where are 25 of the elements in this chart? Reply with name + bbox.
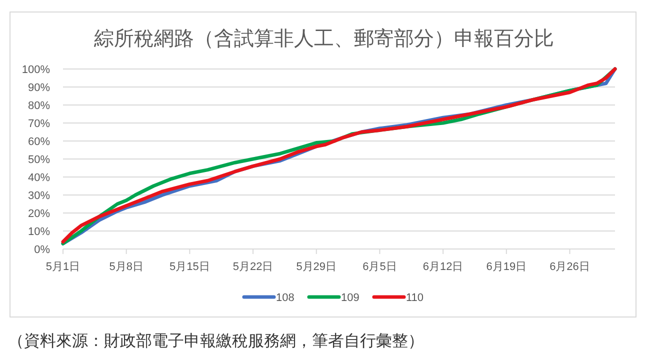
legend-label: 109 <box>341 292 360 304</box>
text: （資料來源：財政部電子申報繳稅服務網，筆者自行彙整） <box>8 332 424 350</box>
y-tick-label: 70% <box>28 118 50 130</box>
x-tick-label: 5月29日 <box>296 261 337 273</box>
chart-title: 綜所稅網路（含試算非人工、郵寄部分）申報百分比 <box>93 27 554 50</box>
y-tick-label: 50% <box>28 154 50 166</box>
y-tick-label: 90% <box>28 82 50 94</box>
x-tick-label: 6月12日 <box>422 261 464 273</box>
y-tick-label: 10% <box>28 226 50 238</box>
y-tick-label: 60% <box>28 136 50 148</box>
y-tick-label: 0% <box>34 244 50 256</box>
y-tick-label: 30% <box>28 190 50 202</box>
x-tick-label: 5月1日 <box>46 261 80 273</box>
x-tick-label: 6月19日 <box>486 261 527 273</box>
legend-label: 110 <box>406 292 424 304</box>
y-tick-label: 100% <box>22 64 50 76</box>
y-tick-label: 80% <box>28 100 50 112</box>
x-tick-label: 6月5日 <box>362 261 397 273</box>
y-tick-label: 20% <box>28 208 50 220</box>
legend-label: 108 <box>276 292 294 304</box>
x-tick-label: 6月26日 <box>550 261 590 273</box>
x-tick-label: 5月22日 <box>232 261 274 273</box>
x-tick-label: 5月15日 <box>170 261 210 273</box>
x-tick-label: 5月8日 <box>109 261 144 273</box>
y-tick-label: 40% <box>28 172 50 184</box>
